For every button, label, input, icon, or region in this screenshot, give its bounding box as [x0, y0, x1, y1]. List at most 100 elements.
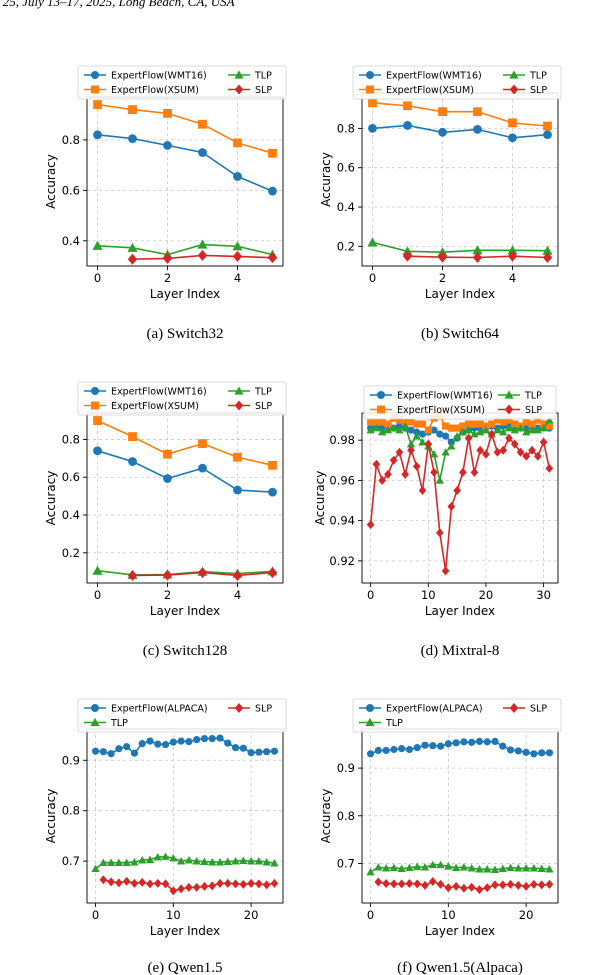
data-point	[130, 858, 139, 866]
data-point	[498, 880, 507, 890]
legend-marker	[366, 704, 374, 712]
legend-label: ExpertFlow(XSUM)	[397, 405, 485, 416]
data-point	[543, 130, 552, 140]
legend: ExpertFlow(WMT16) TLP ExpertFlow(XSUM) SLP	[352, 65, 562, 100]
data-point	[522, 451, 531, 461]
data-point	[472, 245, 483, 255]
data-point	[412, 431, 421, 440]
data-point	[395, 425, 404, 434]
data-point	[233, 172, 242, 181]
data-point	[542, 245, 553, 255]
chart-4: 0 10 20 30 0.92 0.94 0.96 0.98 Layer Index Accura…	[313, 385, 559, 659]
data-point	[405, 878, 414, 888]
legend-label: ExpertFlow(WMT16)	[397, 391, 493, 402]
x-tick-label: 30	[536, 588, 551, 602]
data-point	[200, 734, 209, 743]
data-point	[458, 427, 468, 436]
data-point	[162, 252, 173, 264]
data-point	[530, 879, 538, 889]
series-line	[97, 450, 273, 493]
data-point	[490, 865, 500, 873]
data-point	[539, 437, 548, 447]
y-tick-label: 0.7	[337, 856, 355, 870]
data-point	[198, 119, 207, 129]
y-tick-label: 0.8	[62, 133, 80, 147]
data-point	[268, 148, 277, 158]
data-point	[372, 459, 381, 469]
data-point	[508, 118, 517, 128]
data-point	[232, 250, 243, 262]
data-point	[510, 425, 519, 434]
data-point	[198, 439, 207, 448]
data-point	[499, 445, 508, 455]
data-point	[128, 457, 137, 466]
chart-caption: (a) Switch32	[146, 326, 223, 342]
data-point	[382, 878, 390, 888]
data-point	[438, 107, 447, 117]
data-point	[436, 742, 445, 750]
data-point	[514, 880, 523, 890]
data-point	[516, 423, 525, 432]
data-point	[507, 245, 518, 255]
data-point	[154, 740, 162, 748]
data-point	[521, 864, 531, 872]
data-point	[421, 880, 429, 890]
data-point	[476, 427, 485, 436]
data-point	[493, 416, 502, 424]
legend-label: TLP	[524, 391, 542, 402]
data-point	[382, 746, 390, 755]
data-point	[403, 121, 412, 130]
data-point	[224, 739, 232, 747]
y-tick-label: 0.6	[62, 183, 80, 197]
series-line	[95, 737, 275, 755]
legend-marker	[365, 717, 375, 727]
x-tick-label: 10	[421, 588, 436, 602]
data-point	[447, 442, 456, 450]
data-point	[93, 100, 102, 109]
data-point	[522, 748, 530, 756]
data-point	[262, 880, 271, 890]
data-point	[200, 857, 209, 865]
data-point	[163, 141, 172, 150]
series-line	[97, 419, 273, 467]
y-axis-label: Accuracy	[319, 789, 333, 844]
data-point	[453, 424, 461, 432]
data-point	[153, 852, 162, 861]
data-point	[444, 862, 453, 870]
legend-label: TLP	[529, 71, 547, 82]
legend-label: TLP	[254, 387, 272, 398]
y-tick-label: 0.9	[62, 753, 80, 767]
data-point	[491, 737, 499, 745]
data-point	[263, 748, 271, 756]
data-point	[270, 878, 279, 888]
data-point	[476, 420, 484, 428]
data-point	[473, 107, 482, 117]
data-point	[528, 445, 536, 455]
legend-marker	[91, 71, 99, 79]
data-point	[197, 249, 208, 261]
data-point	[421, 741, 429, 749]
x-axis-label: Layer Index	[150, 924, 220, 938]
data-point	[522, 418, 530, 426]
x-axis-label: Layer Index	[150, 287, 220, 301]
data-point	[545, 415, 554, 424]
data-point	[452, 881, 460, 891]
data-point	[232, 241, 243, 251]
legend-label: ExpertFlow(WMT16)	[111, 387, 207, 398]
page-header: '25, July 13–17, 2025, Long Beach, CA, U…	[0, 0, 235, 9]
data-point	[413, 862, 422, 871]
data-point	[185, 882, 193, 892]
data-point	[384, 469, 392, 479]
data-point	[464, 433, 473, 443]
data-point	[138, 855, 147, 864]
chart-caption: (c) Switch128	[143, 643, 228, 659]
data-point	[367, 237, 378, 247]
legend-marker	[91, 704, 99, 712]
data-point	[384, 420, 392, 428]
data-point	[177, 884, 185, 894]
x-tick-label: 2	[439, 271, 446, 285]
data-point	[99, 748, 107, 756]
data-point	[482, 449, 490, 459]
plot-frame	[86, 412, 284, 584]
x-axis-label: Layer Index	[425, 924, 495, 938]
